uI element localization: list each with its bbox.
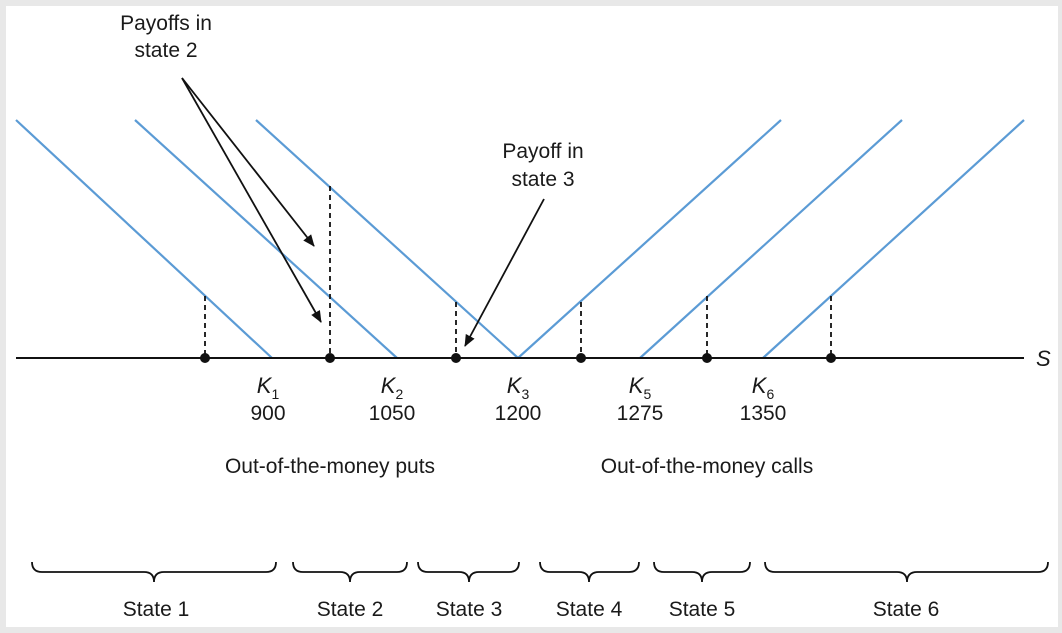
strike-label-k1: K1 <box>257 373 280 402</box>
state-label-1: State 1 <box>123 598 190 621</box>
diagram-frame: S Payoffs in state 2 Payoff in state 3 K… <box>6 6 1058 627</box>
annotation-payoff-state3-line1: Payoff in <box>502 140 583 163</box>
state-point-4 <box>576 353 586 363</box>
put-payoff-line-k3 <box>255 119 519 359</box>
strike-label-k2: K2 <box>381 373 404 402</box>
state-label-2: State 2 <box>317 598 384 621</box>
state-label-5: State 5 <box>669 598 736 621</box>
state-label-6: State 6 <box>873 598 940 621</box>
annotation-payoff-state3-line2: state 3 <box>511 168 574 191</box>
arrow-state2-lower <box>181 77 322 323</box>
call-payoff-line-k5 <box>639 119 903 359</box>
state-point-2 <box>325 353 335 363</box>
state-point-3 <box>451 353 461 363</box>
strike-value-k1: 900 <box>250 402 285 425</box>
strike-label-k5: K5 <box>629 373 652 402</box>
state-brace-3 <box>417 561 520 583</box>
strike-value-k5: 1275 <box>617 402 664 425</box>
strike-label-k3: K3 <box>507 373 530 402</box>
call-payoff-line-k6 <box>762 119 1025 359</box>
state-point-6 <box>826 353 836 363</box>
arrow-state2-upper <box>181 77 315 247</box>
state-brace-2 <box>292 561 408 583</box>
state-brace-5 <box>653 561 751 583</box>
state-brace-1 <box>31 561 277 583</box>
strike-value-k3: 1200 <box>495 402 542 425</box>
put-payoff-line-k2 <box>134 119 398 359</box>
strike-value-k2: 1050 <box>369 402 416 425</box>
strike-value-k6: 1350 <box>740 402 787 425</box>
put-payoff-line-k1 <box>15 119 273 359</box>
annotation-payoffs-state2-line2: state 2 <box>134 39 197 62</box>
otm-calls-label: Out-of-the-money calls <box>601 455 813 478</box>
payoff-diagram: S Payoffs in state 2 Payoff in state 3 K… <box>15 12 1051 621</box>
state-label-4: State 4 <box>556 598 623 621</box>
state-brace-6 <box>764 561 1049 583</box>
call-payoff-line-k3 <box>517 119 782 359</box>
annotation-payoffs-state2-line1: Payoffs in <box>120 12 212 35</box>
state-point-1 <box>200 353 210 363</box>
state-point-5 <box>702 353 712 363</box>
arrow-state3 <box>464 198 545 347</box>
strike-label-k6: K6 <box>752 373 775 402</box>
state-label-3: State 3 <box>436 598 503 621</box>
state-brace-4 <box>539 561 640 583</box>
s-axis-label: S <box>1036 346 1051 371</box>
otm-puts-label: Out-of-the-money puts <box>225 455 435 478</box>
